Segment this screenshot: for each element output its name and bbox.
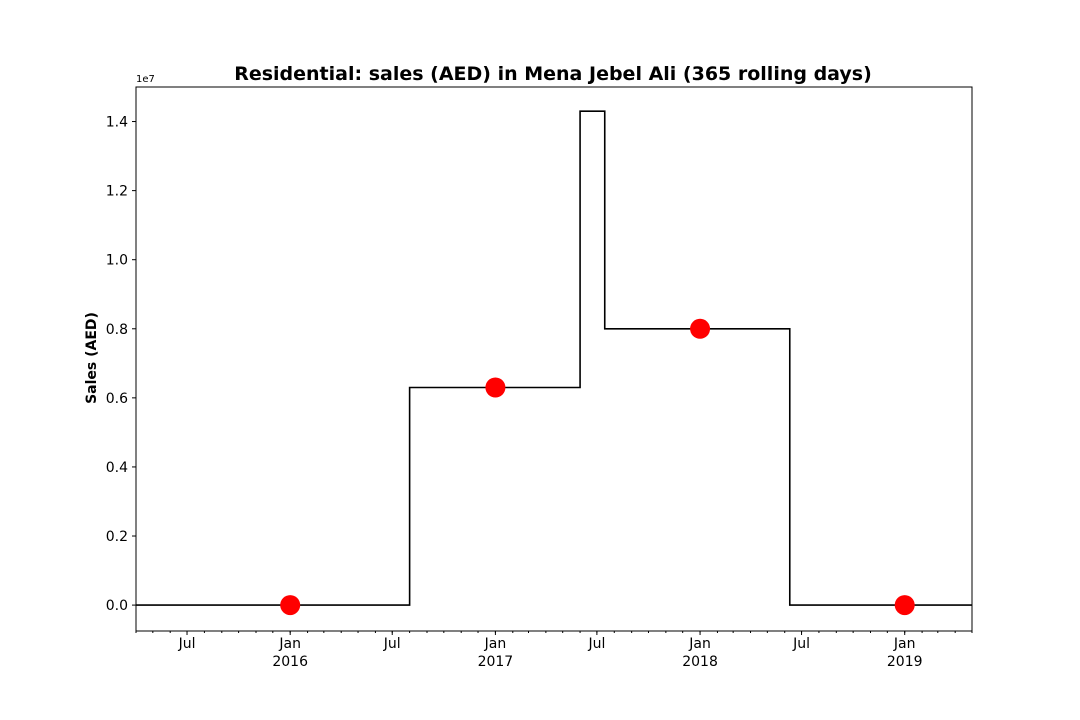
x-tick-year-label: 2019 [887,654,923,670]
x-tick-label: Jan [688,636,711,652]
y-tick-label: 0.4 [106,460,128,476]
x-tick-label: Jan [278,636,301,652]
y-axis-label: Sales (AED) [84,312,100,404]
y-tick-label: 1.0 [106,253,128,269]
x-tick-label: Jul [792,636,810,652]
series-line [136,110,972,606]
y-tick-label: 1.4 [106,115,128,131]
plot-frame [135,86,973,632]
y-tick-label: 0.2 [106,529,128,545]
x-tick-year-label: 2018 [682,654,718,670]
y-tick-label: 0.6 [106,391,128,407]
y-tick-label: 1.2 [106,184,128,200]
chart-title: Residential: sales (AED) in Mena Jebel A… [234,63,872,85]
x-tick-year-label: 2017 [478,654,514,670]
x-tick-year-label: 2016 [272,654,308,670]
data-point [894,595,915,616]
y-offset-label: 1e7 [136,74,155,85]
y-tick-label: 0.8 [106,322,128,338]
plot-area [136,110,972,616]
x-tick-label: Jul [383,636,401,652]
data-point [280,595,301,616]
x-tick-label: Jul [178,636,196,652]
x-tick-label: Jan [484,636,507,652]
y-tick-label: 0.0 [106,598,128,614]
data-point [690,318,711,339]
x-tick-label: Jan [893,636,916,652]
data-point [485,377,506,398]
x-tick-label: Jul [587,636,605,652]
